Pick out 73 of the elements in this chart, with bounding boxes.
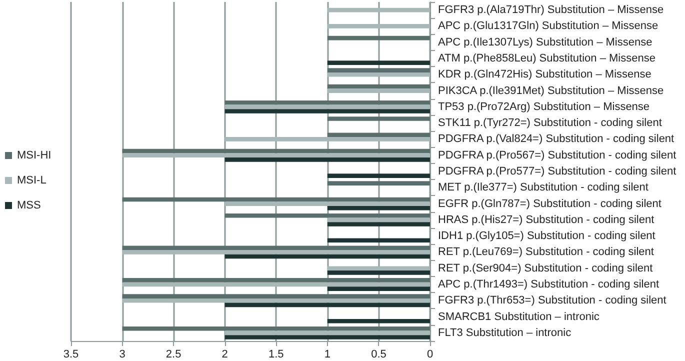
y-tick-label: FGFR3 p.(Thr653=) Substitution - coding silent: [438, 294, 666, 307]
x-tick-label: 1.5: [268, 348, 284, 360]
bar: [327, 36, 430, 40]
y-tick-label: SMARCB1 Substitution – intronic: [438, 310, 600, 323]
bar: [224, 213, 430, 218]
bar: [327, 266, 430, 271]
y-tick-label: RET p.(Ser904=) Substitution - coding silent: [438, 262, 653, 274]
legend-label: MSI-L: [17, 174, 46, 186]
bar: [327, 181, 430, 186]
bar: [327, 270, 430, 275]
bar: [122, 197, 430, 202]
bar: [224, 302, 430, 308]
x-tick-label: 0: [426, 348, 434, 360]
bar: [327, 116, 430, 121]
y-tick-label: ATM p.(Phe858Leu) Substitution – Missense: [438, 52, 656, 64]
bar: [122, 294, 430, 298]
bar: [122, 153, 430, 158]
y-tick-label: PDGFRA p.(Val824=) Substitution - coding silent: [438, 133, 674, 146]
x-tick-label: 3.5: [63, 348, 79, 360]
bar: [224, 109, 430, 114]
x-tick-label: 2: [222, 348, 228, 360]
y-tick-label: PIK3CA p.(Ile391Met) Substitution – Missense: [438, 84, 664, 97]
legend-label: MSS: [17, 200, 41, 212]
bar: [122, 282, 430, 287]
bar: [327, 238, 430, 243]
y-tick-label: PDGFRA p.(Pro567=) Substitution - coding silent: [438, 149, 676, 162]
bar: [327, 206, 430, 210]
y-tick-label: HRAS p.(His27=) Substitution - coding silent: [438, 214, 654, 226]
legend-label: MSI-HI: [17, 150, 52, 162]
y-tick-label: RET p.(Leu769=) Substitution - coding silent: [438, 246, 654, 258]
y-tick-label: IDH1 p.(Gly105=) Substitution - coding silent: [438, 230, 656, 242]
y-tick-label: EGFR p.(Gln787=) Substitution - coding silent: [438, 198, 662, 210]
bar: [327, 72, 430, 77]
bar: [327, 318, 430, 324]
y-tick-label: APC p.(Thr1493=) Substitution - coding silent: [438, 278, 660, 290]
y-tick-label: FLT3 Substitution – intronic: [438, 326, 572, 339]
bar: [224, 104, 430, 110]
y-tick-label: PDGFRA p.(Pro577=) Substitution - coding silent: [438, 166, 676, 178]
bar: [122, 246, 430, 250]
bar: [327, 174, 430, 178]
x-tick-label: 0.5: [371, 348, 386, 360]
bar: [122, 298, 430, 303]
bar: [327, 8, 430, 12]
bar: [122, 148, 430, 154]
y-tick-label: MET p.(Ile377=) Substitution - coding silent: [438, 182, 648, 194]
bar: [224, 254, 430, 259]
bar: [122, 250, 430, 254]
bar: [327, 60, 430, 65]
bar: [224, 137, 430, 142]
bar: [327, 222, 430, 226]
y-tick-label: FGFR3 p.(Ala719Thr) Substitution – Missense: [438, 4, 664, 16]
bar: [327, 88, 430, 93]
bar: [224, 202, 430, 206]
bar: [327, 286, 430, 291]
bar: [327, 24, 430, 28]
x-tick-label: 2.5: [166, 348, 182, 360]
bar: [224, 100, 430, 105]
y-tick-label: APC p.(Glu1317Gln) Substitution – Missense: [438, 20, 658, 32]
bar: [224, 158, 430, 162]
bar: [327, 84, 430, 89]
bar: [327, 68, 430, 72]
bar: [122, 326, 430, 331]
bar: [327, 132, 430, 138]
bar: [224, 335, 430, 340]
bar: [327, 218, 430, 222]
y-tick-label: APC p.(Ile1307Lys) Substitution – Missense: [438, 36, 652, 48]
x-tick-label: 3: [119, 348, 126, 360]
y-tick-label: TP53 p.(Pro72Arg) Substitution – Missense: [438, 100, 650, 113]
x-tick-label: 1: [324, 348, 330, 360]
bar: [122, 278, 430, 282]
y-tick-label: STK11 p.(Tyr272=) Substitution - coding silent: [438, 117, 662, 130]
y-tick-label: KDR p.(Gln472His) Substitution – Missense: [438, 68, 652, 81]
bar: [224, 330, 430, 336]
